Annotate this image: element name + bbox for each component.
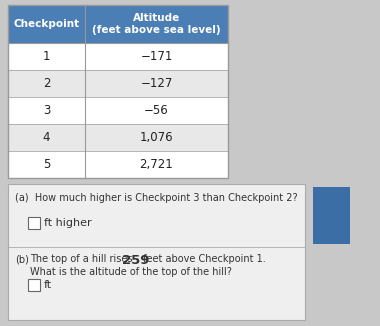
Bar bbox=[28, 217, 40, 229]
Bar bbox=[8, 184, 305, 320]
Text: Altitude
(feet above sea level): Altitude (feet above sea level) bbox=[92, 13, 221, 35]
Text: 1,076: 1,076 bbox=[140, 131, 173, 144]
Text: ft: ft bbox=[44, 280, 52, 290]
Bar bbox=[28, 279, 40, 291]
Text: 259: 259 bbox=[122, 254, 150, 267]
Bar bbox=[8, 5, 228, 43]
Text: What is the altitude of the top of the hill?: What is the altitude of the top of the h… bbox=[30, 267, 232, 277]
Text: 4: 4 bbox=[43, 131, 50, 144]
Bar bbox=[8, 5, 228, 178]
Text: 2,721: 2,721 bbox=[139, 158, 173, 171]
Bar bbox=[8, 124, 228, 151]
Text: (a)  How much higher is Checkpoint 3 than Checkpoint 2?: (a) How much higher is Checkpoint 3 than… bbox=[15, 193, 298, 203]
Text: (b): (b) bbox=[15, 254, 29, 264]
Bar bbox=[313, 187, 350, 244]
Text: 2: 2 bbox=[43, 77, 50, 90]
Bar bbox=[8, 70, 228, 97]
Text: 3: 3 bbox=[43, 104, 50, 117]
Text: −171: −171 bbox=[140, 50, 173, 63]
Text: −56: −56 bbox=[144, 104, 169, 117]
Text: 5: 5 bbox=[43, 158, 50, 171]
Text: −127: −127 bbox=[140, 77, 173, 90]
Bar bbox=[8, 43, 228, 70]
Text: The top of a hill rises: The top of a hill rises bbox=[30, 254, 136, 264]
Text: feet above Checkpoint 1.: feet above Checkpoint 1. bbox=[140, 254, 266, 264]
Text: ft higher: ft higher bbox=[44, 218, 92, 228]
Text: 1: 1 bbox=[43, 50, 50, 63]
Text: Checkpoint: Checkpoint bbox=[13, 19, 79, 29]
Bar bbox=[8, 151, 228, 178]
Bar bbox=[8, 97, 228, 124]
